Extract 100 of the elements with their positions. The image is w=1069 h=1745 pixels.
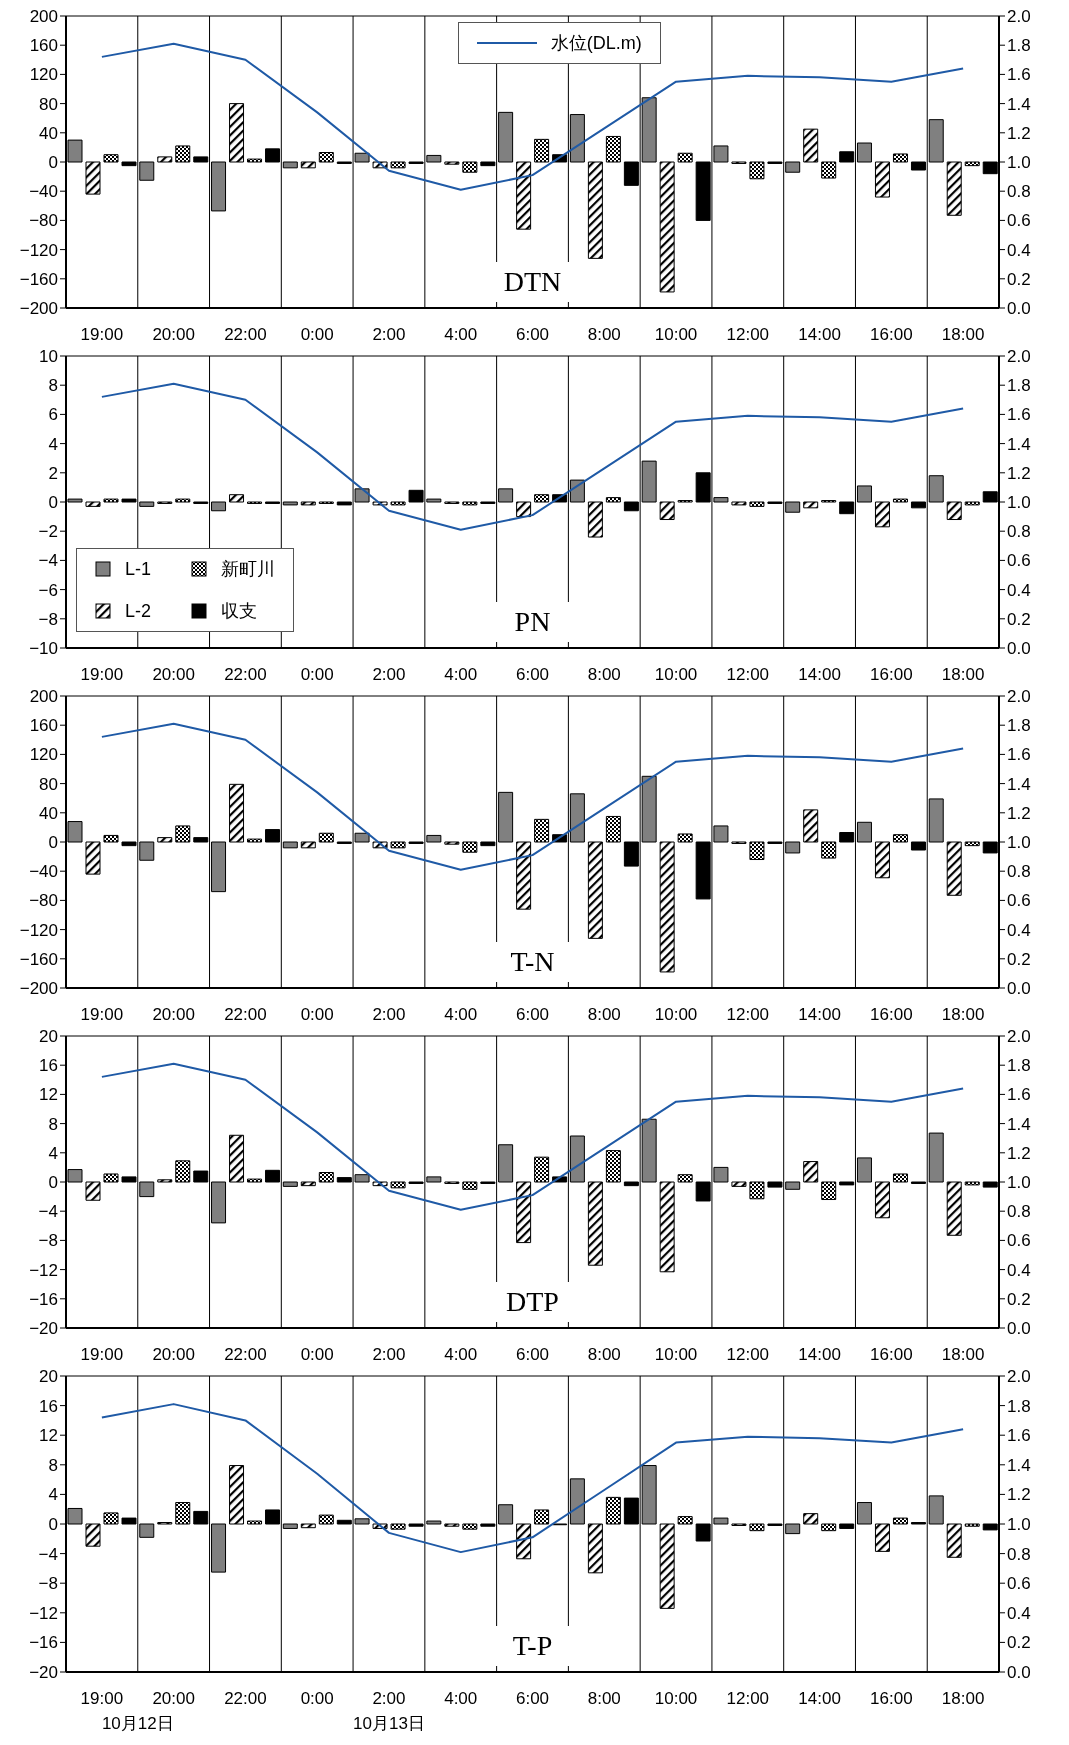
bar <box>516 1181 532 1244</box>
bar <box>587 161 603 259</box>
y2-tick-label: 0.0 <box>1007 1663 1031 1683</box>
y-tick-label: −4 <box>38 1202 58 1222</box>
y-tick-label: −80 <box>29 211 58 231</box>
bar <box>874 161 890 198</box>
bar <box>892 834 908 843</box>
bar <box>964 1181 980 1186</box>
y-tick-label: 0 <box>48 1515 58 1535</box>
y2-tick-label: 1.2 <box>1007 1485 1031 1505</box>
bar <box>534 138 550 163</box>
y2-tick-label: 0.4 <box>1007 1603 1031 1623</box>
y-tick-label: 40 <box>39 123 58 143</box>
bar <box>803 1161 819 1183</box>
bar <box>85 1523 101 1547</box>
y-tick-label: −6 <box>38 580 58 600</box>
bar <box>892 1173 908 1183</box>
bar <box>946 161 962 216</box>
bar <box>103 834 119 843</box>
x-tick-label: 22:00 <box>224 1689 267 1708</box>
bar <box>390 161 406 169</box>
y-tick-label: 120 <box>29 745 58 765</box>
bar <box>821 1523 837 1532</box>
x-tick-label: 16:00 <box>870 1005 913 1024</box>
bar <box>300 841 316 849</box>
bar <box>803 128 819 163</box>
x-tick-label: 6:00 <box>515 665 550 684</box>
x-tick-label: 2:00 <box>372 1005 406 1024</box>
x-tick-label: 4:00 <box>444 1345 478 1364</box>
y-tick-label: 200 <box>29 687 58 707</box>
x-tick-label: 19:00 <box>80 325 124 344</box>
y-tick-label: −2 <box>38 522 58 542</box>
y-tick-label: 0 <box>48 833 58 853</box>
bar <box>534 494 550 503</box>
bar <box>874 1523 890 1552</box>
bar <box>103 154 119 163</box>
y-tick-label: −8 <box>38 1231 58 1251</box>
y-tick-label: −200 <box>19 979 58 999</box>
bar <box>390 501 406 506</box>
y2-tick-label: 1.2 <box>1007 123 1031 143</box>
y-tick-label: 12 <box>39 1085 58 1105</box>
y2-tick-label: 0.6 <box>1007 1231 1031 1251</box>
bar <box>318 1172 334 1183</box>
bar <box>659 841 675 973</box>
x-tick-label: 22:00 <box>224 665 267 684</box>
x-tick-label: 8:00 <box>587 1689 621 1708</box>
y2-tick-label: 1.4 <box>1007 1455 1031 1475</box>
bar <box>444 1523 460 1527</box>
y2-tick-label: 2.0 <box>1007 687 1031 707</box>
x-tick-label: 14:00 <box>798 1345 841 1364</box>
bar <box>677 1516 693 1525</box>
bar <box>444 841 460 845</box>
x-tick-label: 4:00 <box>444 1689 478 1708</box>
bar <box>605 135 621 163</box>
bar <box>964 1523 980 1527</box>
y2-tick-label: 0.4 <box>1007 580 1031 600</box>
y-tick-label: −120 <box>19 240 58 260</box>
y-tick-label: 16 <box>39 1056 58 1076</box>
bar <box>964 501 980 506</box>
y-tick-label: 120 <box>29 65 58 85</box>
legend-label: L-1 <box>125 558 152 580</box>
y2-tick-label: 1.2 <box>1007 463 1031 483</box>
y-tick-label: 40 <box>39 803 58 823</box>
x-tick-label: 16:00 <box>870 1345 913 1364</box>
legend-label: 新町川 <box>221 558 276 581</box>
x-tick-label: 19:00 <box>80 665 124 684</box>
y2-tick-label: 0.4 <box>1007 1260 1031 1280</box>
y2-tick-label: 1.6 <box>1007 405 1031 425</box>
bar <box>659 1523 675 1609</box>
y2-tick-label: 1.8 <box>1007 1056 1031 1076</box>
y-tick-label: 16 <box>39 1396 58 1416</box>
x-tick-label: 18:00 <box>941 665 985 684</box>
x-tick-label: 8:00 <box>587 1005 621 1024</box>
x-tick-label: 12:00 <box>726 665 770 684</box>
bar <box>85 501 101 507</box>
y2-tick-label: 1.4 <box>1007 94 1031 114</box>
x-tick-label: 18:00 <box>941 1005 985 1024</box>
x-tick-label: 20:00 <box>152 325 195 344</box>
x-tick-label: 20:00 <box>152 665 195 684</box>
y2-tick-label: 0.6 <box>1007 551 1031 571</box>
y-tick-label: −16 <box>29 1289 58 1309</box>
y-tick-label: −16 <box>29 1633 58 1653</box>
bar <box>605 1150 621 1183</box>
bar <box>318 152 334 163</box>
x-tick-label: 12:00 <box>726 1689 770 1708</box>
bar <box>462 1181 478 1190</box>
bar <box>175 1502 191 1525</box>
y-tick-label: 10 <box>39 347 58 367</box>
bar <box>587 1523 603 1574</box>
bar <box>821 1181 837 1201</box>
y-tick-label: 160 <box>29 716 58 736</box>
bar <box>731 501 747 506</box>
y2-tick-label: 1.6 <box>1007 1085 1031 1105</box>
bar <box>229 1134 245 1183</box>
bar <box>874 501 890 528</box>
y-tick-label: −160 <box>19 949 58 969</box>
x-tick-label: 20:00 <box>152 1345 195 1364</box>
text: T-N <box>477 942 588 982</box>
bar <box>677 152 693 163</box>
bar <box>587 501 603 538</box>
